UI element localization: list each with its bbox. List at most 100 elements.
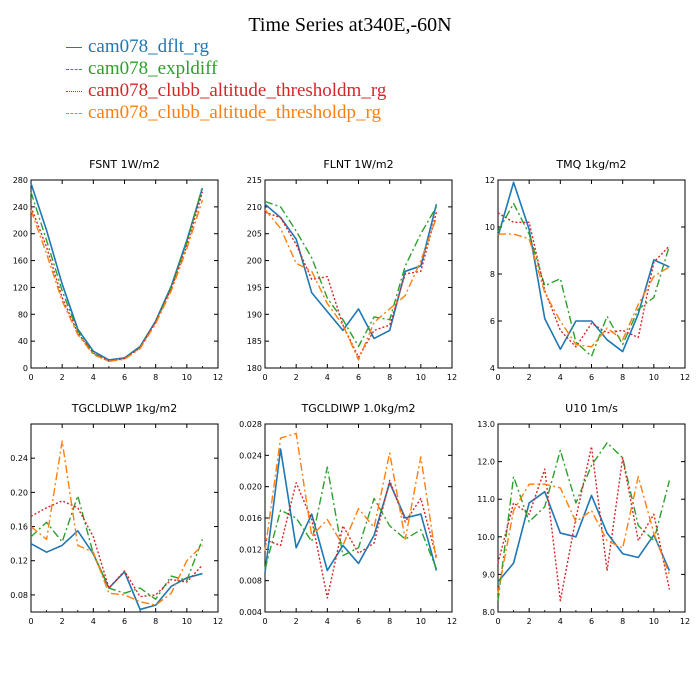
y-tick-label: 0.004	[239, 608, 262, 617]
legend-item: cam078_dflt_rg	[66, 36, 386, 58]
legend-item: cam078_clubb_altitude_thresholdm_rg	[66, 80, 386, 102]
y-tick-label: 240	[13, 203, 28, 212]
y-tick-label: 12.0	[477, 458, 495, 467]
x-tick-label: 2	[60, 617, 65, 626]
chart-panel: FLNT 1W/m2 0 2 4 6 8 10 12 180 185 190 195 200 205 210…	[247, 158, 457, 382]
y-tick-label: 205	[247, 230, 262, 239]
series-line	[497, 181, 670, 353]
y-tick-label: 180	[247, 364, 262, 373]
y-tick-label: 0.12	[10, 557, 28, 566]
x-tick-label: 10	[416, 617, 426, 626]
x-tick-label: 12	[213, 617, 223, 626]
x-tick-label: 0	[28, 373, 33, 382]
plot-frame	[30, 423, 219, 613]
chart-title: FLNT 1W/m2	[323, 158, 393, 171]
x-tick-label: 4	[325, 617, 330, 626]
y-tick-label: 0.16	[10, 523, 28, 532]
legend-swatch	[66, 46, 82, 48]
x-tick-label: 6	[122, 617, 127, 626]
y-tick-label: 9.0	[482, 570, 495, 579]
x-tick-label: 8	[387, 617, 392, 626]
y-tick-label: 0.028	[239, 420, 262, 429]
y-tick-label: 0.012	[239, 545, 262, 554]
series-line	[264, 200, 438, 348]
figure-title: Time Series at340E,-60N	[248, 14, 452, 36]
x-tick-label: 2	[527, 373, 532, 382]
x-tick-label: 2	[60, 373, 65, 382]
y-tick-label: 280	[13, 176, 28, 185]
y-tick-label: 8.0	[482, 608, 495, 617]
plot-frame	[264, 423, 453, 613]
y-tick-label: 190	[247, 310, 262, 319]
x-tick-label: 6	[356, 373, 361, 382]
x-tick-label: 4	[558, 373, 563, 382]
y-tick-label: 0	[23, 364, 28, 373]
series-line	[264, 209, 438, 361]
x-tick-label: 12	[680, 617, 690, 626]
x-tick-label: 10	[182, 617, 192, 626]
x-tick-label: 6	[589, 617, 594, 626]
legend-label: cam078_expldiff	[88, 58, 218, 79]
x-tick-label: 12	[447, 617, 457, 626]
x-tick-label: 0	[495, 373, 500, 382]
legend: cam078_dflt_rg cam078_expldiff cam078_cl…	[66, 36, 386, 124]
chart-title: U10 1m/s	[565, 402, 618, 415]
x-tick-label: 6	[356, 617, 361, 626]
x-tick-label: 10	[182, 373, 192, 382]
plot-frame	[264, 179, 453, 369]
y-tick-label: 210	[247, 203, 262, 212]
y-tick-label: 215	[247, 176, 262, 185]
x-tick-label: 0	[262, 373, 267, 382]
x-tick-label: 4	[558, 617, 563, 626]
y-tick-label: 0.08	[10, 591, 28, 600]
y-tick-label: 11.0	[477, 495, 495, 504]
y-tick-label: 13.0	[477, 420, 495, 429]
x-tick-label: 2	[527, 617, 532, 626]
chart-title: TGCLDLWP 1kg/m2	[71, 402, 177, 415]
legend-swatch	[66, 68, 82, 70]
y-tick-label: 185	[247, 337, 262, 346]
y-tick-label: 0.008	[239, 577, 262, 586]
x-tick-label: 8	[153, 373, 158, 382]
legend-swatch	[66, 90, 82, 92]
y-tick-label: 8	[490, 270, 495, 279]
y-tick-label: 80	[18, 310, 28, 319]
x-tick-label: 2	[294, 617, 299, 626]
series-line	[497, 442, 671, 601]
y-tick-label: 0.20	[10, 488, 28, 497]
series-line	[264, 466, 438, 570]
y-tick-label: 0.020	[239, 483, 262, 492]
series-line	[264, 448, 438, 573]
legend-label: cam078_dflt_rg	[88, 36, 210, 57]
y-tick-label: 6	[490, 317, 495, 326]
x-tick-label: 8	[387, 373, 392, 382]
series-line	[498, 233, 670, 348]
y-tick-label: 195	[247, 283, 262, 292]
x-tick-label: 8	[153, 617, 158, 626]
x-tick-label: 10	[649, 373, 659, 382]
series-line	[264, 479, 438, 599]
series-line	[30, 495, 204, 600]
legend-item: cam078_clubb_altitude_thresholdp_rg	[66, 102, 386, 124]
x-tick-label: 4	[325, 373, 330, 382]
x-tick-label: 4	[91, 373, 96, 382]
y-tick-label: 0.016	[239, 514, 262, 523]
x-tick-label: 0	[262, 617, 267, 626]
y-tick-label: 40	[18, 337, 28, 346]
series-line	[30, 199, 204, 362]
legend-label: cam078_clubb_altitude_thresholdp_rg	[88, 102, 382, 123]
y-tick-label: 12	[485, 176, 495, 185]
x-tick-label: 2	[294, 373, 299, 382]
series-line	[30, 500, 203, 598]
x-tick-label: 12	[680, 373, 690, 382]
chart-panel: TGCLDLWP 1kg/m2 0 2 4 6 8 10 12 0.08 0.12 0.16 0.20…	[10, 402, 223, 626]
x-tick-label: 0	[495, 617, 500, 626]
x-tick-label: 8	[620, 373, 625, 382]
legend-label: cam078_clubb_altitude_thresholdm_rg	[88, 80, 387, 101]
y-tick-label: 10	[485, 223, 495, 232]
x-tick-label: 10	[416, 373, 426, 382]
x-tick-label: 12	[213, 373, 223, 382]
legend-item: cam078_expldiff	[66, 58, 386, 80]
x-tick-label: 4	[91, 617, 96, 626]
